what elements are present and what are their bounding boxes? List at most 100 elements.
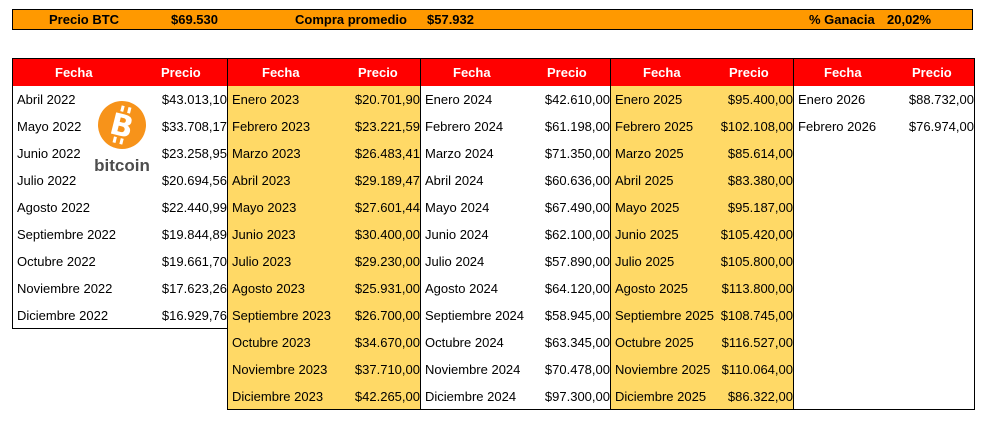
table-header: Fecha Precio: [228, 59, 420, 86]
precio-cell: $29.189,47: [354, 173, 420, 188]
compra-promedio-label: Compra promedio: [295, 12, 407, 27]
precio-cell: $33.708,17: [161, 119, 227, 134]
fecha-cell: Diciembre 2023: [232, 389, 324, 404]
table-block-2024: Fecha Precio Enero 2024 $42.610,00 Febrero…: [420, 58, 611, 410]
ganancia-value: 20,02%: [887, 12, 932, 27]
table-row: Julio 2023 $29.230,00: [228, 248, 420, 275]
fecha-cell: Julio 2022: [17, 173, 77, 188]
fecha-header: Fecha: [55, 65, 93, 80]
table-row: Octubre 2025 $116.527,00: [611, 329, 793, 356]
precio-cell: $97.300,00: [544, 389, 610, 404]
fecha-cell: Julio 2023: [232, 254, 292, 269]
fecha-cell: Julio 2025: [615, 254, 675, 269]
fecha-cell: Abril 2022: [17, 92, 76, 107]
fecha-cell: Noviembre 2022: [17, 281, 113, 296]
fecha-cell: Abril 2024: [425, 173, 484, 188]
fecha-cell: Septiembre 2024: [425, 308, 525, 323]
fecha-cell: Febrero 2024: [425, 119, 504, 134]
table-row: Noviembre 2022 $17.623,26: [13, 275, 227, 302]
fecha-cell: Octubre 2022: [17, 254, 96, 269]
table-row: Diciembre 2023 $42.265,00: [228, 383, 420, 409]
table-block-2026: Fecha Precio Enero 2026 $88.732,00 Febrero…: [793, 58, 975, 410]
table-row: Enero 2024 $42.610,00: [421, 86, 610, 113]
table-row: Febrero 2026 $76.974,00: [794, 113, 974, 140]
precio-cell: $23.221,59: [354, 119, 420, 134]
table-row: Junio 2024 $62.100,00: [421, 221, 610, 248]
table-row: Agosto 2023 $25.931,00: [228, 275, 420, 302]
fecha-cell: Mayo 2022: [17, 119, 82, 134]
table-row: Julio 2024 $57.890,00: [421, 248, 610, 275]
table-header: Fecha Precio: [794, 59, 974, 86]
table-header: Fecha Precio: [13, 59, 227, 86]
fecha-cell: Octubre 2024: [425, 335, 504, 350]
fecha-cell: Enero 2023: [232, 92, 300, 107]
table-row: Junio 2023 $30.400,00: [228, 221, 420, 248]
precio-cell: $67.490,00: [544, 200, 610, 215]
table-row: Junio 2025 $105.420,00: [611, 221, 793, 248]
table-header: Fecha Precio: [421, 59, 610, 86]
precio-cell: $19.844,89: [161, 227, 227, 242]
precio-cell: $61.198,00: [544, 119, 610, 134]
precio-cell: $86.322,00: [727, 389, 793, 404]
table-row: Febrero 2024 $61.198,00: [421, 113, 610, 140]
precio-cell: $25.931,00: [354, 281, 420, 296]
fecha-cell: Febrero 2025: [615, 119, 694, 134]
fecha-cell: Abril 2023: [232, 173, 291, 188]
precio-cell: $102.108,00: [720, 119, 793, 134]
table-row: Mayo 2023 $27.601,44: [228, 194, 420, 221]
table-header: Fecha Precio: [611, 59, 793, 86]
precio-cell: $83.380,00: [727, 173, 793, 188]
precio-cell: $42.265,00: [354, 389, 420, 404]
fecha-cell: Febrero 2026: [798, 119, 877, 134]
precio-cell: $88.732,00: [908, 92, 974, 107]
precio-cell: $105.800,00: [720, 254, 793, 269]
fecha-cell: Septiembre 2025: [615, 308, 715, 323]
fecha-cell: Diciembre 2025: [615, 389, 707, 404]
precio-cell: $27.601,44: [354, 200, 420, 215]
table-row: Julio 2025 $105.800,00: [611, 248, 793, 275]
fecha-cell: Agosto 2023: [232, 281, 306, 296]
precio-cell: $108.745,00: [720, 308, 793, 323]
precio-cell: $58.945,00: [544, 308, 610, 323]
table-row: Noviembre 2025 $110.064,00: [611, 356, 793, 383]
table-row: Abril 2025 $83.380,00: [611, 167, 793, 194]
table-row: Febrero 2025 $102.108,00: [611, 113, 793, 140]
fecha-cell: Junio 2025: [615, 227, 679, 242]
fecha-cell: Marzo 2025: [615, 146, 684, 161]
precio-cell: $70.478,00: [544, 362, 610, 377]
fecha-header: Fecha: [643, 65, 681, 80]
fecha-cell: Diciembre 2024: [425, 389, 517, 404]
fecha-cell: Junio 2023: [232, 227, 296, 242]
precio-btc-value: $69.530: [171, 12, 218, 27]
precio-cell: $30.400,00: [354, 227, 420, 242]
table-row: Mayo 2022 $33.708,17: [13, 113, 227, 140]
table-row: Septiembre 2023 $26.700,00: [228, 302, 420, 329]
precio-cell: $22.440,99: [161, 200, 227, 215]
fecha-cell: Octubre 2025: [615, 335, 694, 350]
table-row: Diciembre 2024 $97.300,00: [421, 383, 610, 409]
precio-cell: $37.710,00: [354, 362, 420, 377]
table-row: Abril 2024 $60.636,00: [421, 167, 610, 194]
bitcoin-logo: B bitcoin: [90, 100, 154, 176]
precio-cell: $71.350,00: [544, 146, 610, 161]
fecha-cell: Septiembre 2023: [232, 308, 332, 323]
table-row: Octubre 2022 $19.661,70: [13, 248, 227, 275]
ganancia-label: % Ganacia: [809, 12, 875, 27]
table-row: Julio 2022 $20.694,56: [13, 167, 227, 194]
precio-cell: $63.345,00: [544, 335, 610, 350]
precio-btc-label: Precio BTC: [49, 12, 120, 27]
precio-cell: $62.100,00: [544, 227, 610, 242]
table-row: Mayo 2024 $67.490,00: [421, 194, 610, 221]
fecha-header: Fecha: [262, 65, 300, 80]
precio-cell: $29.230,00: [354, 254, 420, 269]
table-row: Marzo 2024 $71.350,00: [421, 140, 610, 167]
compra-promedio-value: $57.932: [427, 12, 474, 27]
precio-cell: $17.623,26: [161, 281, 227, 296]
fecha-cell: Septiembre 2022: [17, 227, 117, 242]
precio-header: Precio: [912, 65, 952, 80]
summary-bar: Precio BTC $69.530 Compra promedio $57.9…: [12, 9, 973, 30]
fecha-cell: Junio 2022: [17, 146, 81, 161]
table-row: Junio 2022 $23.258,95: [13, 140, 227, 167]
table-row: Marzo 2023 $26.483,41: [228, 140, 420, 167]
precio-cell: $26.700,00: [354, 308, 420, 323]
